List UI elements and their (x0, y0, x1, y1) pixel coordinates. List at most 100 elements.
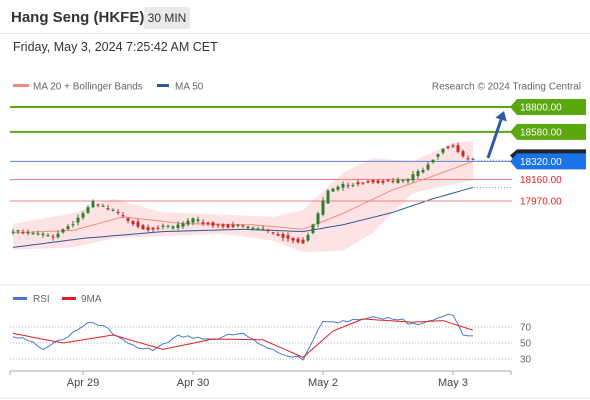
level-label-18800: 18800.00 (520, 103, 562, 114)
candle-body (161, 225, 165, 227)
candle-body (296, 238, 300, 243)
candle-body (286, 235, 290, 239)
candle-body (341, 183, 345, 188)
candle-body (126, 218, 130, 221)
candle-body (236, 225, 240, 227)
legend-swatch-rsi-ma (62, 297, 76, 300)
projection-arrow-head (495, 111, 507, 122)
candle-body (371, 180, 375, 183)
level-tag-18800: 18800.00 (510, 99, 586, 115)
candle-body (66, 226, 70, 230)
rsi-level-lines: 70 50 30 (10, 323, 532, 366)
candle-body (181, 223, 185, 227)
candle-body (201, 222, 205, 224)
candle-body (351, 184, 355, 186)
candle-body (171, 226, 175, 229)
candle-body (186, 220, 190, 225)
candle-body (471, 159, 475, 161)
candle-body (101, 205, 105, 207)
level-label-18160: 18160.00 (520, 175, 562, 186)
candle-body (71, 224, 75, 226)
candle-body (281, 234, 285, 238)
candle-body (266, 229, 270, 231)
projection-arrow-line (486, 119, 503, 159)
candle-body (26, 232, 30, 234)
candle-body (321, 200, 325, 215)
candle-body (76, 217, 80, 223)
candle-body (301, 239, 305, 244)
candle-body (411, 174, 415, 181)
candle-body (381, 180, 385, 183)
instrument-title: Hang Seng (HKFE) (11, 9, 145, 26)
candle-body (416, 171, 420, 176)
candle-body (56, 233, 60, 238)
legend-label-rsi: RSI (33, 294, 50, 305)
candle-body (81, 213, 85, 218)
candle-body (151, 227, 155, 230)
candle-body (346, 185, 350, 187)
candle-body (311, 224, 315, 233)
candlesticks (11, 142, 475, 245)
candle-body (136, 221, 140, 227)
candle-body (451, 145, 455, 147)
time-axis-label: May 3 (438, 377, 468, 389)
rsi-ma-line (12, 318, 474, 358)
candle-body (276, 234, 280, 236)
candle-body (271, 232, 275, 234)
candle-body (291, 237, 295, 241)
candle-body (146, 227, 150, 231)
legend-label-ma50: MA 50 (175, 82, 204, 93)
candle-body (86, 207, 90, 213)
candle-body (426, 164, 430, 170)
candle-body (386, 180, 390, 182)
candle-body (11, 231, 15, 233)
candle-body (96, 204, 100, 206)
candle-body (446, 146, 450, 148)
candle-body (306, 234, 310, 241)
candle-body (256, 228, 260, 230)
candle-body (326, 190, 330, 204)
candle-body (111, 209, 115, 211)
rsi-level-label: 50 (520, 339, 532, 350)
candle-body (366, 181, 370, 183)
candle-body (31, 233, 35, 235)
level-label-17970: 17970.00 (520, 197, 562, 208)
candle-body (51, 236, 55, 238)
rsi-level-label: 70 (520, 323, 532, 334)
candle-body (206, 222, 210, 225)
candle-body (61, 229, 65, 233)
candle-body (401, 179, 405, 182)
candle-body (436, 154, 440, 157)
candle-body (421, 170, 425, 173)
level-tag-18580: 18580.00 (510, 123, 586, 140)
candle-body (166, 225, 170, 227)
timeframe-selector[interactable]: 30 MIN (144, 7, 190, 29)
legend-label-ma20: MA 20 + Bollinger Bands (33, 82, 143, 93)
candle-body (406, 179, 410, 182)
candle-body (216, 224, 220, 226)
ma50-line (12, 186, 474, 248)
candle-body (36, 233, 40, 235)
candle-body (396, 179, 400, 183)
time-axis-ticks: Apr 29 Apr 30 May 2 May 3 (67, 371, 468, 389)
time-axis-label: Apr 29 (67, 377, 99, 389)
time-axis-label: May 2 (308, 377, 338, 389)
candle-body (231, 224, 235, 227)
candle-body (191, 218, 195, 223)
candle-body (131, 220, 135, 225)
candle-body (336, 186, 340, 190)
candle-body (121, 215, 125, 217)
candle-body (466, 158, 470, 160)
candle-body (241, 225, 245, 227)
candle-body (91, 201, 95, 208)
candle-body (21, 232, 25, 234)
candle-body (16, 230, 20, 232)
legend-swatch-ma50 (157, 84, 169, 87)
candle-body (226, 224, 230, 228)
candle-body (221, 224, 225, 227)
candle-body (431, 159, 435, 163)
candle-body (156, 227, 160, 229)
candle-body (141, 225, 145, 230)
candle-body (116, 211, 120, 213)
